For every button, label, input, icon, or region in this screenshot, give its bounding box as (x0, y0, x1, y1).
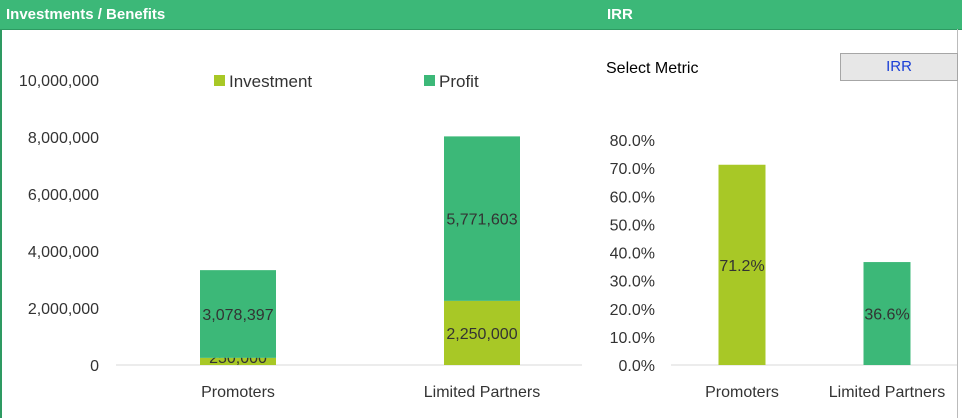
data-label: 3,078,397 (202, 307, 273, 324)
y-tick-label: 60.0% (610, 189, 655, 206)
y-tick-label: 70.0% (610, 161, 655, 178)
y-tick-label: 8,000,000 (28, 130, 99, 147)
irr-bar-0 (718, 164, 766, 365)
y-tick-label: 30.0% (610, 274, 655, 291)
y-tick-label: 40.0% (610, 246, 655, 263)
bar-profit-1 (444, 136, 520, 301)
left-border (0, 29, 2, 418)
y-tick-label: 2,000,000 (28, 301, 99, 318)
data-label: 5,771,603 (446, 212, 517, 229)
data-label: 36.6% (864, 307, 909, 324)
right-border (957, 29, 958, 418)
legend-label: Investment (229, 72, 312, 91)
category-label: Limited Partners (829, 384, 946, 401)
bar-profit-0 (200, 270, 276, 358)
irr-title: IRR (607, 6, 633, 23)
bar-investment-1 (444, 300, 520, 365)
y-tick-label: 6,000,000 (28, 187, 99, 204)
y-tick-label: 0 (90, 358, 99, 375)
investments-title: Investments / Benefits (6, 6, 166, 23)
header-bar (0, 0, 962, 30)
data-label: 2,250,000 (446, 326, 517, 343)
irr-bar-1 (863, 262, 911, 365)
y-tick-label: 50.0% (610, 217, 655, 234)
select-metric-label: Select Metric (606, 60, 699, 77)
y-tick-label: 4,000,000 (28, 244, 99, 261)
y-tick-label: 20.0% (610, 302, 655, 319)
y-tick-label: 0.0% (619, 358, 655, 375)
bar-investment-0 (200, 357, 276, 365)
category-label: Promoters (705, 384, 779, 401)
y-tick-label: 10.0% (610, 330, 655, 347)
category-label: Limited Partners (424, 384, 541, 401)
legend-label: Profit (439, 72, 479, 91)
y-tick-label: 10,000,000 (19, 73, 99, 90)
metric-dropdown[interactable]: IRR (840, 53, 958, 81)
data-label: 71.2% (719, 258, 764, 275)
legend-swatch-investment (214, 75, 225, 86)
y-tick-label: 80.0% (610, 133, 655, 150)
category-label: Promoters (201, 384, 275, 401)
legend-swatch-profit (424, 75, 435, 86)
